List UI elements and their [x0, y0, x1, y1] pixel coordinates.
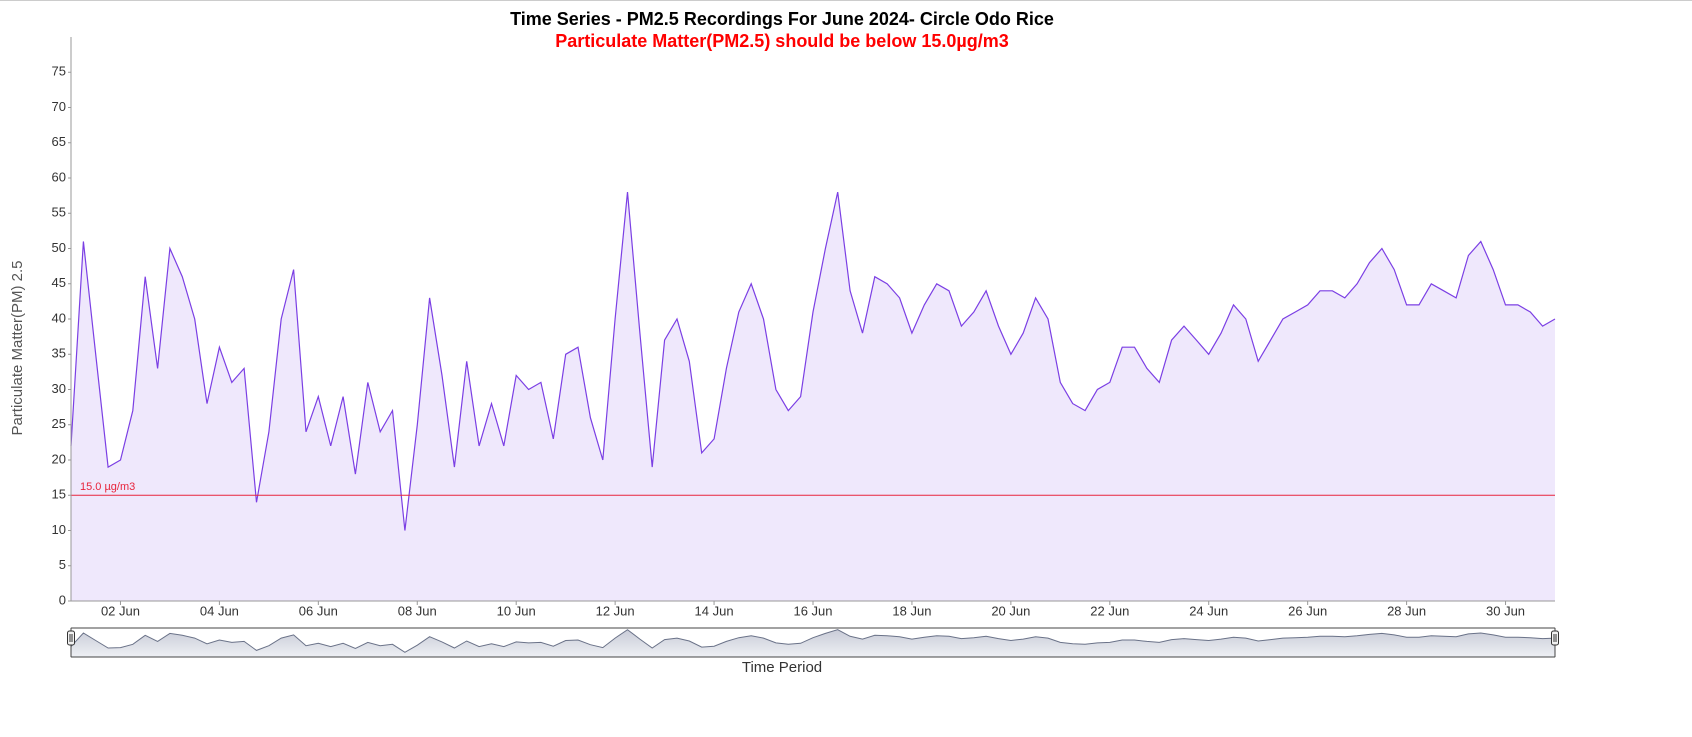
x-tick-label: 14 Jun	[695, 603, 734, 618]
x-tick-label: 30 Jun	[1486, 603, 1525, 618]
y-tick-label: 10	[52, 522, 66, 537]
y-tick-label: 0	[59, 592, 66, 607]
series-line	[70, 191, 1556, 531]
threshold-label: 15.0 µg/m3	[80, 481, 135, 493]
y-axis-label: Particulate Matter(PM) 2.5	[9, 260, 26, 435]
y-tick-label: 5	[59, 557, 66, 572]
x-tick-label: 18 Jun	[892, 603, 931, 618]
x-tick-label: 20 Jun	[991, 603, 1030, 618]
y-tick-label: 70	[52, 99, 66, 114]
y-tick-label: 15	[52, 487, 66, 502]
y-tick-label: 55	[52, 205, 66, 220]
y-tick-label: 50	[52, 240, 66, 255]
x-tick-label: 24 Jun	[1189, 603, 1228, 618]
y-tick-label: 25	[52, 416, 66, 431]
x-tick-label: 10 Jun	[497, 603, 536, 618]
y-tick-label: 65	[52, 134, 66, 149]
y-tick-label: 20	[52, 451, 66, 466]
x-tick-label: 04 Jun	[200, 603, 239, 618]
chart-title: Time Series - PM2.5 Recordings For June …	[510, 9, 1054, 29]
y-tick-label: 35	[52, 346, 66, 361]
x-tick-label: 02 Jun	[101, 603, 140, 618]
y-tick-label: 30	[52, 381, 66, 396]
x-tick-label: 26 Jun	[1288, 603, 1327, 618]
y-tick-label: 60	[52, 169, 66, 184]
x-tick-label: 12 Jun	[596, 603, 635, 618]
x-tick-label: 08 Jun	[398, 603, 437, 618]
y-tick-label: 75	[52, 64, 66, 79]
series-area	[71, 192, 1555, 601]
x-tick-label: 28 Jun	[1387, 603, 1426, 618]
navigator-line	[70, 629, 1556, 653]
x-tick-label: 22 Jun	[1090, 603, 1129, 618]
navigator-handle[interactable]	[67, 630, 75, 646]
y-tick-label: 40	[52, 310, 66, 325]
y-tick-label: 45	[52, 275, 66, 290]
navigator-area	[71, 629, 1555, 657]
x-axis-label: Time Period	[742, 659, 822, 676]
navigator-handle[interactable]	[1551, 630, 1559, 646]
x-tick-label: 16 Jun	[793, 603, 832, 618]
chart-subtitle: Particulate Matter(PM2.5) should be belo…	[555, 31, 1008, 51]
x-tick-label: 06 Jun	[299, 603, 338, 618]
